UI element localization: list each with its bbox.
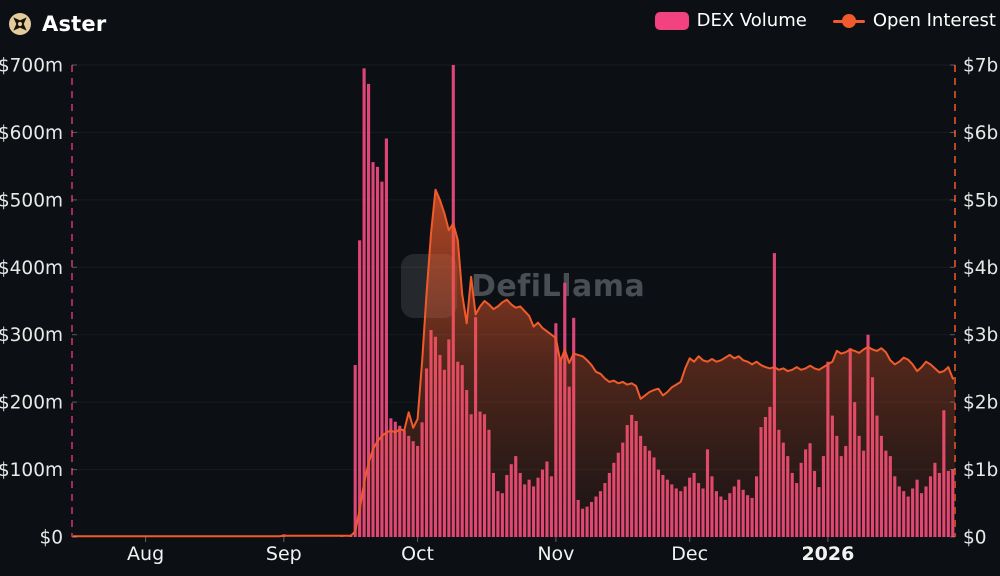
volume-bar[interactable] — [380, 181, 384, 537]
y-tick-label-right: $7b — [963, 56, 998, 77]
open-interest-line[interactable] — [72, 188, 955, 538]
legend: DEX Volume Open Interest — [654, 10, 996, 31]
y-tick-label-left: $300m — [0, 325, 63, 346]
y-tick-label-left: $500m — [0, 190, 63, 211]
chart-header: Aster — [8, 12, 106, 36]
y-tick-label-left: $100m — [0, 460, 63, 481]
volume-bar[interactable] — [371, 162, 375, 537]
y-tick-label-right: $5b — [963, 190, 998, 211]
page-title: Aster — [42, 12, 107, 36]
x-tick-label: 2026 — [801, 543, 854, 565]
x-tick-label: Sep — [266, 543, 302, 565]
legend-item-dex-volume[interactable]: DEX Volume — [654, 10, 807, 31]
y-tick-label-left: $0 — [39, 528, 63, 549]
y-tick-label-right: $2b — [963, 393, 998, 414]
legend-label: Open Interest — [872, 10, 996, 31]
y-tick-label-right: $1b — [963, 460, 998, 481]
x-tick-label: Dec — [671, 543, 708, 565]
y-tick-label-left: $600m — [0, 123, 63, 144]
x-tick-label: Oct — [401, 543, 434, 565]
volume-bar[interactable] — [362, 68, 366, 538]
volume-bar[interactable] — [384, 138, 388, 538]
y-tick-label-right: $3b — [963, 325, 998, 346]
x-tick-label: Aug — [127, 543, 164, 565]
legend-item-open-interest[interactable]: Open Interest — [832, 10, 996, 31]
dex-volume-swatch-icon — [654, 11, 689, 30]
y-tick-label-right: $4b — [963, 258, 998, 279]
y-tick-label-right: $0 — [963, 528, 987, 549]
volume-bar[interactable] — [358, 240, 362, 537]
open-interest-swatch-icon — [832, 12, 865, 30]
y-tick-label-left: $700m — [0, 56, 63, 77]
x-tick-label: Nov — [537, 543, 574, 565]
legend-label: DEX Volume — [696, 10, 807, 31]
y-tick-label-left: $400m — [0, 258, 63, 279]
aster-coin-icon — [9, 13, 31, 35]
watermark-text: DefiLlama — [471, 268, 646, 304]
y-tick-label-left: $200m — [0, 393, 63, 414]
volume-bar[interactable] — [367, 83, 371, 537]
open-interest-area — [72, 189, 955, 537]
volume-bar[interactable] — [353, 365, 357, 537]
y-tick-label-right: $6b — [963, 123, 998, 144]
volume-bar[interactable] — [375, 166, 380, 537]
